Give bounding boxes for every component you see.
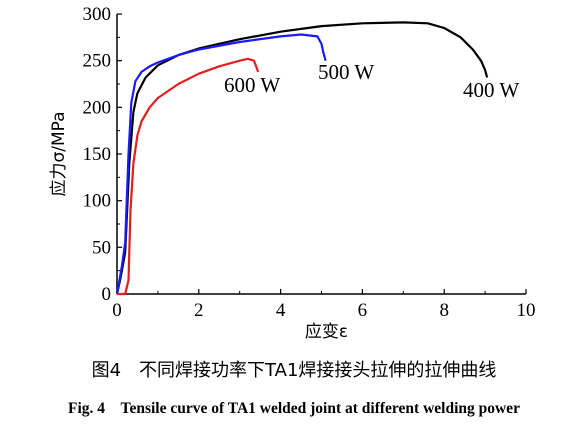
y-tick-label: 200 <box>83 97 112 118</box>
x-tick-label: 4 <box>276 300 286 321</box>
y-axis-label: 应力σ/MPa <box>49 111 69 196</box>
x-tick-label: 2 <box>194 300 204 321</box>
series-labels: 400 W 500 W 600 W <box>224 60 519 102</box>
y-tick-label: 150 <box>83 144 112 165</box>
x-tick-label: 0 <box>112 300 122 321</box>
series-line-500w <box>115 33 327 295</box>
series-label-600w: 600 W <box>224 73 280 97</box>
y-tick-label: 100 <box>83 191 112 212</box>
x-tick-label: 6 <box>358 300 368 321</box>
x-axis-label: 应变ε <box>305 322 348 342</box>
y-tick-label: 300 <box>83 4 112 25</box>
series-label-500w: 500 W <box>318 60 374 84</box>
series-line-400w <box>115 21 489 295</box>
y-tick-label: 250 <box>83 51 112 72</box>
figure-caption-english: Fig. 4 Tensile curve of TA1 welded joint… <box>68 400 520 417</box>
y-tick-label: 0 <box>102 284 112 305</box>
series-line-600w <box>117 57 260 296</box>
series-lines <box>115 21 489 296</box>
x-tick-label: 10 <box>517 300 536 321</box>
y-tick-label: 50 <box>92 237 111 258</box>
x-tick-label: 8 <box>439 300 449 321</box>
figure-caption-chinese: 图4 不同焊接功率下TA1焊接接头拉伸的拉伸曲线 <box>91 360 497 381</box>
series-label-400w: 400 W <box>463 78 519 102</box>
